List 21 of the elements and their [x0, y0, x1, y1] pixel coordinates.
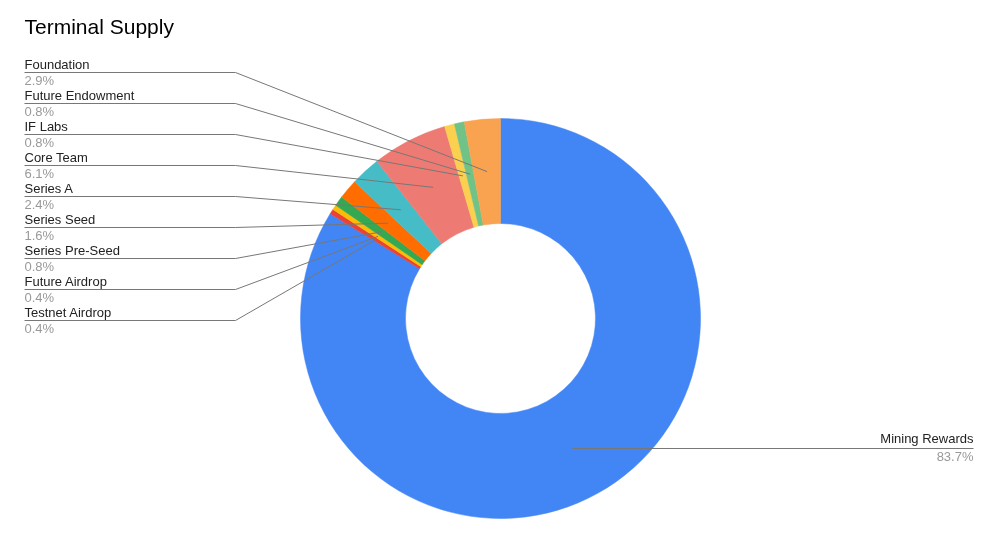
data-label: 2.9% [24, 73, 55, 88]
data-label: 0.8% [24, 104, 55, 119]
slice-label: Foundation [24, 57, 90, 72]
slice-label: Core Team [24, 150, 88, 165]
slice-label: Series A [24, 181, 74, 196]
data-label: 0.4% [24, 321, 55, 336]
data-label: 83.7% [936, 449, 974, 464]
slice-label: Mining Rewards [880, 431, 974, 446]
slice-label: Future Endowment [24, 88, 135, 103]
slice-label: Series Seed [24, 212, 96, 227]
data-label: 0.8% [24, 135, 55, 150]
slice-label: Testnet Airdrop [24, 305, 112, 320]
slice-label: Series Pre-Seed [24, 243, 120, 258]
data-label: 1.6% [24, 228, 55, 243]
data-label: 2.4% [24, 197, 55, 212]
slice-label: Future Airdrop [24, 274, 107, 289]
chart-title: Terminal Supply [24, 15, 175, 38]
slice-label: IF Labs [24, 119, 69, 134]
data-label: 0.4% [24, 290, 55, 305]
data-label: 0.8% [24, 259, 55, 274]
data-label: 6.1% [24, 166, 55, 181]
